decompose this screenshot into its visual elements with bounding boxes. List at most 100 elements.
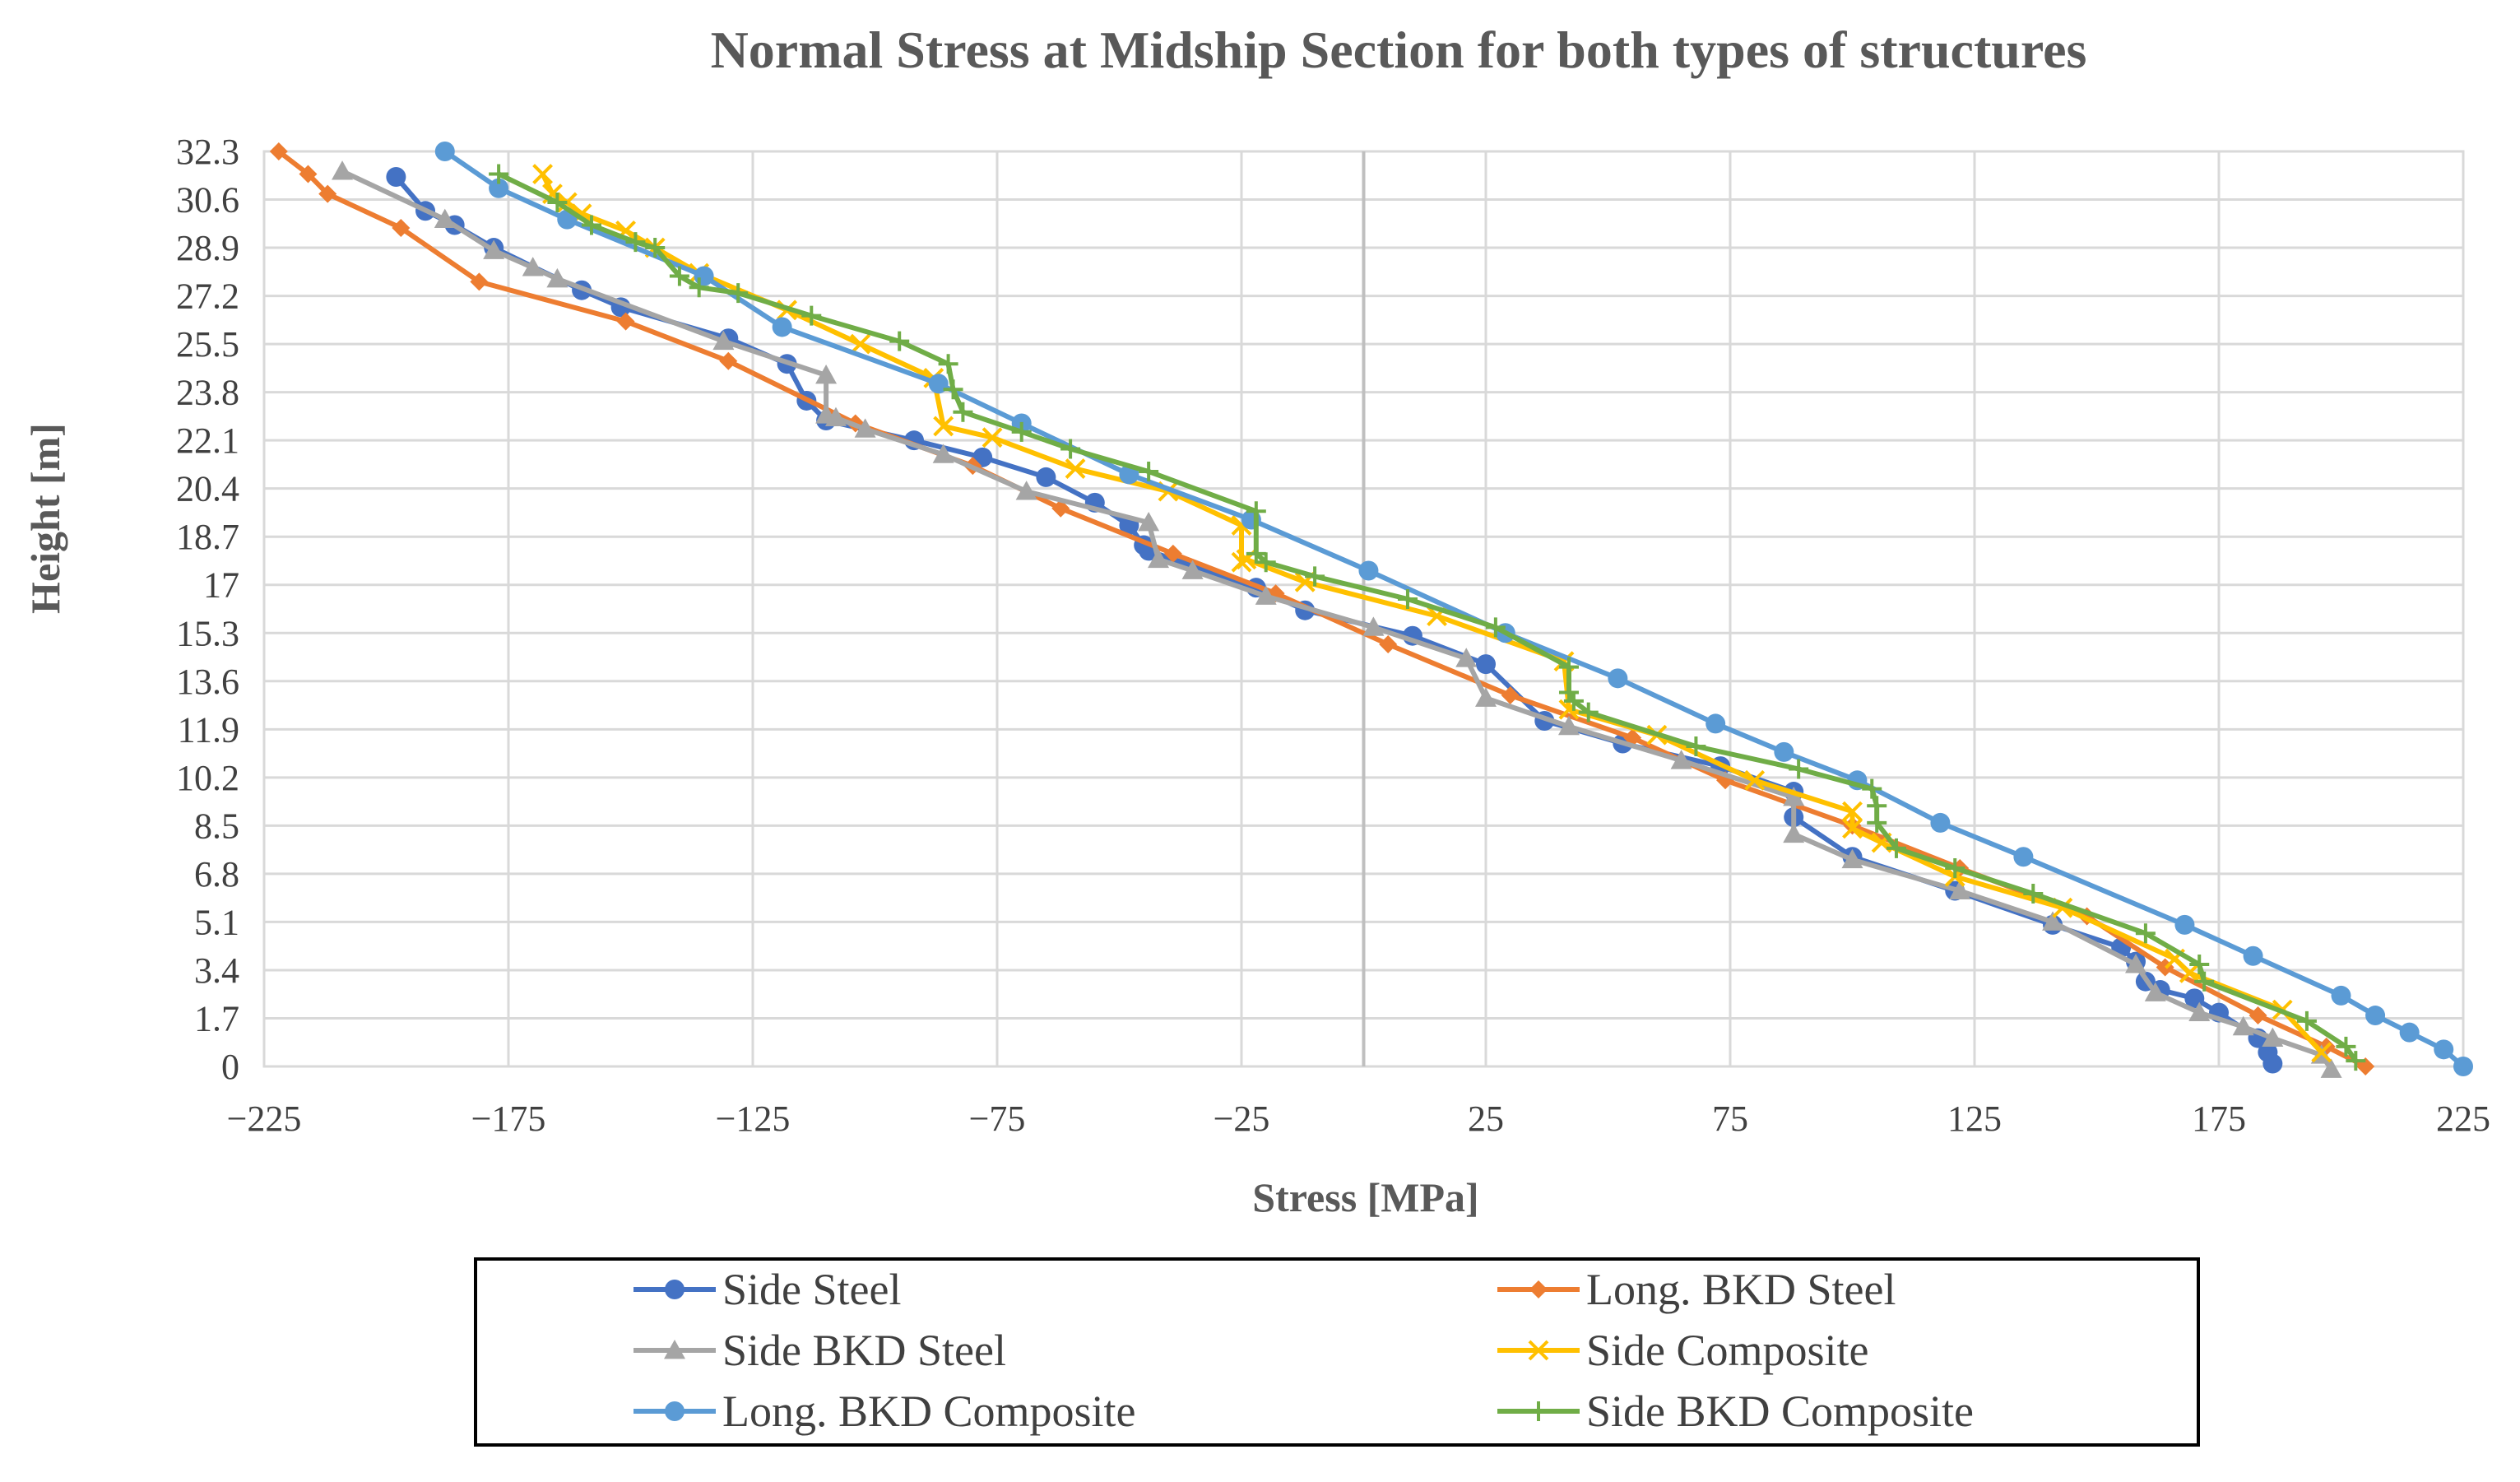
y-tick-label: 1.7 [194,998,239,1038]
data-point [1476,654,1496,675]
data-point [2434,1039,2454,1060]
data-point [933,416,954,437]
data-point [2023,883,2044,904]
series-line [497,171,2358,1062]
data-point [982,427,1003,448]
y-tick-labels: 0 1.7 3.4 5.1 6.8 8.5 10.2 11.9 13.6 15.3 17 18.7 20… [176,132,239,1087]
series-6 [489,164,2366,1071]
data-point [1397,588,1418,609]
data-point [1060,439,1081,459]
data-point [1949,880,1971,899]
y-tick-label: 18.7 [176,517,239,557]
data-point [1842,801,1863,822]
data-point [1011,421,1032,442]
legend-swatch-marker [1529,1280,1548,1298]
data-point [1563,690,1584,711]
data-point [1358,560,1379,581]
data-point [2346,1051,2366,1071]
data-point [694,266,714,286]
data-point [2311,1042,2332,1063]
data-point [669,266,689,286]
data-point [2179,962,2200,983]
x-tick-label: −175 [471,1099,546,1139]
legend-label: Side Steel [722,1265,901,1314]
data-point [1558,682,1579,703]
data-point [483,239,505,259]
data-point [2013,847,2034,867]
y-axis-label: Height [m] [22,423,68,614]
data-point [889,331,910,351]
y-tick-label: 13.6 [176,662,239,702]
data-point [1255,552,1276,573]
data-point [772,317,792,337]
data-point [1945,858,1965,879]
y-tick-label: 10.2 [176,758,239,798]
series-5 [434,142,2473,1076]
x-tick-label: −25 [1214,1099,1270,1139]
data-point [2262,1027,2284,1047]
data-point [2399,1022,2420,1043]
data-point [1139,462,1159,482]
y-tick-label: 28.9 [176,228,239,268]
data-point [1255,585,1277,605]
series-layer [269,142,2473,1078]
data-point [332,160,354,180]
data-point [386,166,406,187]
data-point [2144,982,2166,1001]
data-point [1181,560,1204,579]
y-tick-label: 15.3 [176,613,239,653]
data-point [2189,955,2210,975]
data-point [2188,1001,2211,1021]
y-tick-label: 20.4 [176,469,239,509]
data-point [1867,796,1887,816]
x-tick-label: 25 [1468,1099,1504,1139]
data-point [489,178,509,198]
data-point [1862,778,1882,799]
data-point [938,354,958,374]
data-point [2336,1036,2356,1057]
data-point [1557,715,1580,736]
data-point [522,257,544,276]
legend-swatch-marker [665,1280,685,1299]
data-point [1138,511,1160,532]
series-3 [332,160,2342,1078]
data-point [1578,702,1599,722]
legend-item: Side Composite [1497,1326,1869,1375]
y-tick-label: 22.1 [176,420,239,461]
data-point [1051,499,1070,518]
legend-label: Side BKD Composite [1586,1387,1974,1436]
y-tick-label: 32.3 [176,132,239,172]
data-point [645,238,666,258]
data-point [616,312,635,331]
data-point [470,272,489,291]
data-point [1789,759,1809,779]
data-point [1501,686,1520,705]
data-point [1930,812,1951,833]
data-point [1670,750,1692,769]
x-axis-label: Stress [MPa] [1252,1174,1478,1220]
data-point [728,283,749,304]
data-point [2320,1058,2342,1078]
x-tick-label: 175 [2192,1099,2246,1139]
data-point [581,215,601,235]
data-point [1842,818,1863,839]
data-point [1841,848,1863,869]
data-point [318,184,337,203]
data-point [689,277,709,298]
data-point [801,305,822,326]
legend-item: Long. BKD Composite [633,1387,1136,1436]
data-point [2135,923,2156,944]
legend-swatch-marker [664,1340,685,1359]
data-point [1706,713,1726,734]
data-point [1455,648,1478,667]
y-tick-label: 11.9 [178,709,239,750]
series-line [443,149,2465,1069]
data-point [1015,481,1037,500]
legend-label: Long. BKD Steel [1586,1265,1896,1314]
data-point [1036,467,1056,487]
legend-item: Side BKD Steel [633,1326,1006,1375]
data-point [2296,1010,2317,1031]
data-point [1362,616,1385,636]
data-point [1065,458,1086,479]
